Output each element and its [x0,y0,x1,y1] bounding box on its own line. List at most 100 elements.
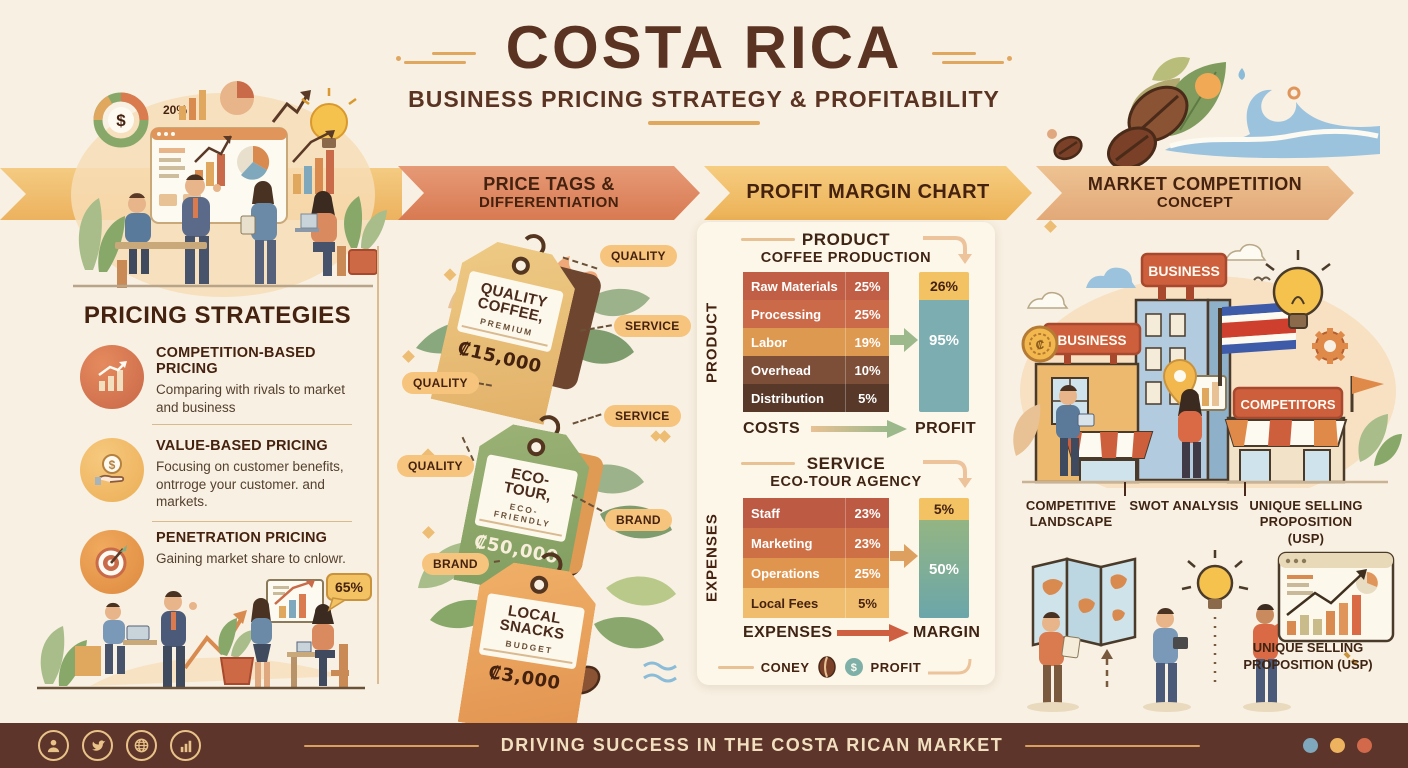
person-figure [75,602,157,676]
plant-leaf [1374,434,1402,466]
pricing-item-desc: Focusing on customer benefits, ontrroge … [156,459,344,510]
table-row: Operations 25% [743,558,889,588]
analysis-illustration [1027,550,1395,712]
growth-arrow-icon [271,90,311,123]
arrow-label: PROFIT MARGIN CHART [746,181,990,204]
mini-chart-icon [292,130,335,194]
page-title: COSTA RICA [505,14,903,81]
costs-label: COSTS [743,420,801,437]
table-row: Staff 23% [743,498,889,528]
attribute-pill: SERVICE [604,405,681,427]
divider [152,521,352,522]
decorative-line [741,238,795,241]
business-sign: BUSINESS [1057,333,1126,348]
table-row: Processing 25% [743,300,889,328]
potted-plant [218,618,255,685]
gear-icon [1312,328,1348,364]
person-figure [251,598,272,688]
pricing-item-desc: Comparing with rivals to market and busi… [156,382,346,415]
arrow-label: CONCEPT [1156,193,1234,211]
person-figure [182,174,221,284]
competitors-sign: COMPETITORS [1240,397,1335,412]
plant-leaf [1358,414,1388,462]
dot-yellow [1330,738,1345,753]
pricing-item-value: $ VALUE-BASED PRICING Focusing on custom… [80,438,380,511]
section-arrow-market-competition: MARKET COMPETITION CONCEPT [1036,166,1354,220]
price-tag-budget: LOCAL SNACKS BUDGET ₡3,000 [458,551,601,740]
pricing-strategies-heading: PRICING STRATEGIES [83,302,352,329]
attribute-pill: BRAND [605,509,672,531]
water-drop-icon [1238,68,1245,80]
market-competition-illustration: BUSINESS BUSINESS COMPETITORS [1013,243,1402,488]
profit-margin-panel: PRODUCT COFFEE PRODUCTION PRODUCT Raw Ma… [697,222,995,685]
label-tick [1124,482,1126,496]
table-row: Labor 19% [743,328,889,356]
user-icon [38,730,69,761]
label-tick [1244,482,1246,496]
divider [152,424,352,425]
person-figure [1178,389,1202,478]
person-figure [117,193,151,288]
section-arrow-price-tags: PRICE TAGS & DIFFERENTIATION [398,166,700,220]
attribute-pill: BRAND [422,553,489,575]
dashed-arrow [1101,649,1113,687]
profit-label: PROFIT [915,420,977,437]
wave-lines-icon [643,661,677,683]
sun-icon [1195,73,1221,99]
flow-arrow-icon [890,328,918,352]
pricing-item-title: VALUE-BASED PRICING [156,438,328,454]
plant-leaf [78,198,102,270]
svg-text:65%: 65% [335,579,364,595]
bar-segment-margin-top: 5% [919,498,969,520]
business-sign: BUSINESS [1148,263,1220,279]
plant-leaf [1013,404,1041,456]
label-swot-analysis: SWOT ANALYSIS [1129,498,1239,513]
costa-rica-flag-icon [1218,301,1296,386]
service-side-label: EXPENSES [703,513,721,603]
margin-label: MARGIN [913,624,981,641]
svg-text:$: $ [850,662,857,674]
speech-bubble-65: 65% [326,573,372,612]
legend-curve-line [928,658,972,675]
profit-stacked-bar: 26% 95% [919,272,969,412]
section-arrow-profit-margin: PROFIT MARGIN CHART [704,166,1032,220]
arrow-label: PRICE TAGS & [483,174,615,195]
teamwork-illustration: 65% [37,573,372,690]
legend-coney-label: CONEY [760,659,810,675]
hand-coin-icon: $ [80,438,144,502]
person-figure [1143,607,1191,712]
column-divider [377,246,379,684]
bar-chart-icon [170,730,201,761]
arrow-label: DIFFERENTIATION [479,193,619,211]
curved-arrow-icon [923,460,972,488]
profit-coin-icon: $ [844,658,863,676]
competitors-storefront: COMPETITORS [1224,386,1348,484]
coffee-bean-icon [817,656,836,678]
flow-arrow-icon [890,544,918,568]
ocean-wave-icon [1165,89,1380,159]
label-competitive-landscape: COMPETITIVE LANDSCAPE [1025,498,1117,530]
target-icon [80,530,144,594]
margin-stacked-bar: 5% 50% [919,498,969,618]
lightbulb-icon [1265,250,1331,329]
potted-plant [344,196,387,275]
bird-icon [1253,276,1271,282]
leaf-icon [584,288,650,317]
decorative-line [741,462,795,465]
header: COSTA RICA BUSINESS PRICING STRATEGY & P… [0,18,1408,125]
expenses-label: EXPENSES [743,624,833,641]
bar-segment-profit-main: 95% [919,300,969,412]
table-row: Distribution 5% [743,384,889,412]
cloud-icon [1026,243,1267,309]
leaf-icon [606,576,676,606]
tag-hole [529,575,550,596]
costs-arrow-icon [811,420,907,438]
table-row: Marketing 23% [743,528,889,558]
sparkle-icon [1044,220,1057,233]
mini-bars-icon [179,90,206,120]
coffee-bean-icon [1053,85,1189,170]
leaf-icon [594,617,664,649]
usp-caption: UNIQUE SELLING PROPOSITION (USP) [1243,640,1373,672]
tag-hole [510,255,532,277]
